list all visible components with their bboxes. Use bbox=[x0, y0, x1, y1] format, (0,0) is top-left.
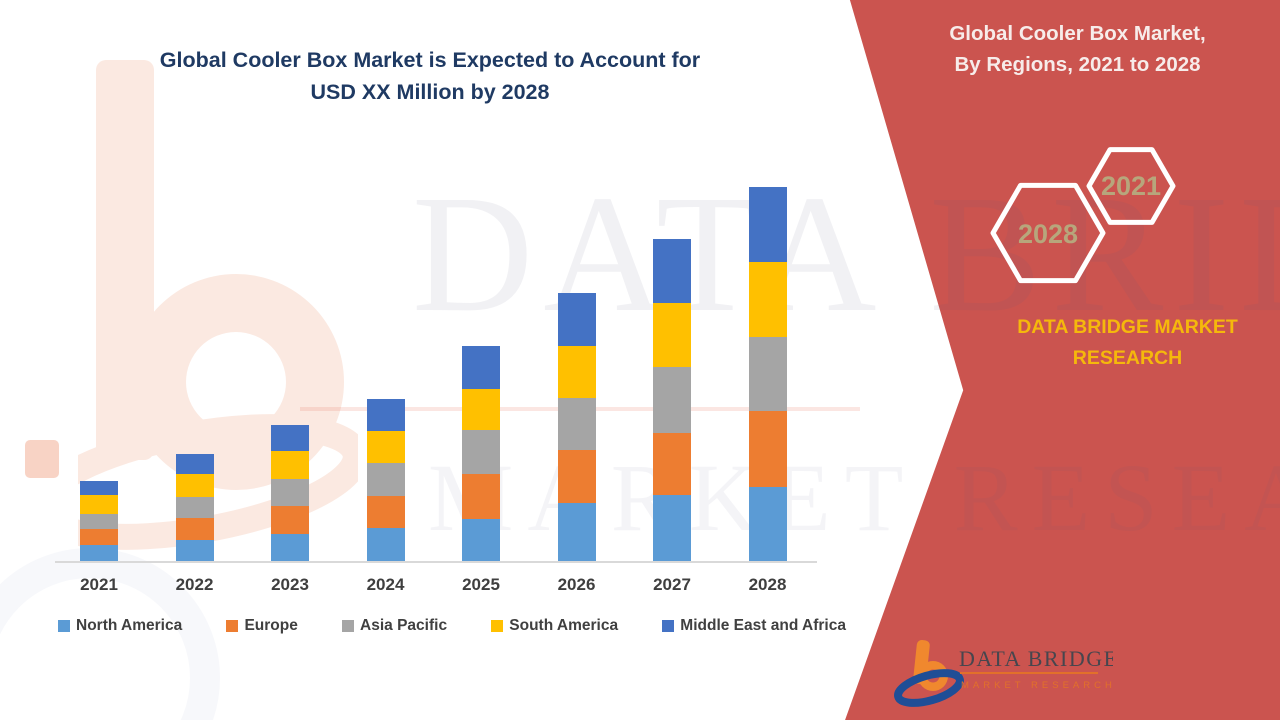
bar-2024 bbox=[366, 399, 405, 561]
bar-segment-2024-north-america bbox=[366, 528, 405, 561]
bar-segment-2026-middle-east-and-africa bbox=[557, 293, 596, 346]
bar-segment-2023-asia-pacific bbox=[271, 479, 309, 506]
x-axis-label-2026: 2026 bbox=[557, 575, 596, 594]
bar-segment-2025-north-america bbox=[462, 519, 500, 561]
bar-2022 bbox=[175, 454, 214, 561]
bar-segment-2028-north-america bbox=[748, 487, 787, 561]
hexagon-2028 bbox=[990, 182, 1106, 284]
bar-segment-2025-middle-east-and-africa bbox=[462, 346, 500, 389]
bar-segment-2022-asia-pacific bbox=[175, 497, 214, 518]
bar-2027 bbox=[653, 239, 691, 561]
panel-title-line2: By Regions, 2021 to 2028 bbox=[954, 53, 1201, 76]
bar-segment-2021-south-america bbox=[80, 495, 118, 514]
bar-segment-2027-south-america bbox=[653, 303, 691, 367]
bar-segment-2026-asia-pacific bbox=[557, 398, 596, 450]
footer-logo-subtitle: MARKET RESEARCH bbox=[961, 680, 1113, 691]
legend-swatch-middle-east-and-africa bbox=[662, 620, 675, 632]
legend-label: North America bbox=[76, 617, 183, 634]
bar-segment-2028-middle-east-and-africa bbox=[748, 187, 787, 262]
hexagon-2028-label: 2028 bbox=[1018, 219, 1078, 249]
bar-2026 bbox=[557, 293, 596, 561]
legend-swatch-asia-pacific bbox=[342, 620, 355, 632]
x-axis-label-2023: 2023 bbox=[271, 575, 309, 594]
bar-segment-2027-north-america bbox=[653, 495, 691, 561]
bar-segment-2024-europe bbox=[366, 496, 405, 528]
bar-segment-2028-europe bbox=[748, 411, 787, 487]
legend-item-north-america: North America bbox=[58, 617, 182, 635]
x-axis-label-2024: 2024 bbox=[366, 575, 405, 594]
bar-segment-2021-europe bbox=[80, 529, 118, 545]
bar-segment-2026-north-america bbox=[557, 503, 596, 561]
footer-logo-name: DATA BRIDGE bbox=[959, 646, 1113, 671]
bar-segment-2022-middle-east-and-africa bbox=[175, 454, 214, 474]
chart-title-line1: Global Cooler Box Market is Expected to … bbox=[159, 48, 701, 72]
x-axis-label-2027: 2027 bbox=[653, 575, 691, 594]
brand-name-line2: RESEARCH bbox=[1072, 347, 1183, 369]
bar-segment-2026-south-america bbox=[557, 346, 596, 398]
chart-title: Global Cooler Box Market is Expected to … bbox=[90, 44, 770, 108]
legend-item-europe: Europe bbox=[226, 617, 298, 635]
bar-segment-2024-asia-pacific bbox=[366, 463, 405, 496]
x-axis-line bbox=[55, 561, 817, 563]
panel-title-line1: Global Cooler Box Market, bbox=[949, 22, 1206, 45]
bar-segment-2027-asia-pacific bbox=[653, 367, 691, 433]
bar-segment-2023-south-america bbox=[271, 451, 309, 479]
bar-segment-2027-middle-east-and-africa bbox=[653, 239, 691, 303]
watermark-text-databridge: DATA BRIDGE bbox=[412, 161, 1280, 347]
legend-item-south-america: South America bbox=[491, 617, 618, 635]
watermark-dot bbox=[25, 440, 59, 478]
legend-swatch-north-america bbox=[58, 620, 70, 632]
footer-logo: DATA BRIDGE MARKET RESEARCH bbox=[894, 639, 1113, 707]
chart-legend: North America Europe Asia Pacific South Ame… bbox=[58, 617, 846, 635]
hexagon-2021 bbox=[1086, 147, 1176, 225]
legend-label: South America bbox=[509, 617, 619, 634]
bar-segment-2025-south-america bbox=[462, 389, 500, 430]
legend-label: Asia Pacific bbox=[360, 617, 448, 634]
legend-label: Middle East and Africa bbox=[680, 617, 846, 634]
chart-title-line2: USD XX Million by 2028 bbox=[310, 80, 550, 104]
hexagon-2021-label: 2021 bbox=[1101, 171, 1161, 201]
bar-segment-2022-north-america bbox=[175, 540, 214, 561]
bar-2023 bbox=[271, 425, 309, 561]
year-hexagons: 2021 2028 bbox=[990, 147, 1176, 284]
legend-label: Europe bbox=[244, 617, 298, 634]
legend-item-asia-pacific: Asia Pacific bbox=[342, 617, 447, 635]
bar-segment-2025-asia-pacific bbox=[462, 430, 500, 474]
footer-logo-b-icon bbox=[894, 639, 964, 707]
bar-segment-2028-asia-pacific bbox=[748, 337, 787, 411]
bar-2025 bbox=[462, 346, 500, 561]
footer-logo-underline bbox=[960, 672, 1098, 674]
brand-name-line1: DATA BRIDGE MARKET bbox=[1017, 316, 1238, 338]
bar-segment-2025-europe bbox=[462, 474, 500, 519]
x-axis-label-2021: 2021 bbox=[80, 575, 118, 594]
watermark-text-marketresearch: MARKET RESEARCH bbox=[428, 444, 1280, 551]
watermark-b-logo bbox=[78, 60, 358, 550]
bar-segment-2022-europe bbox=[175, 518, 214, 540]
bar-segment-2026-europe bbox=[557, 450, 596, 503]
x-axis-label-2022: 2022 bbox=[175, 575, 214, 594]
bar-2021 bbox=[80, 481, 118, 561]
x-axis-label-2028: 2028 bbox=[748, 575, 787, 594]
brand-name: DATA BRIDGE MARKET RESEARCH bbox=[985, 312, 1270, 374]
bar-segment-2021-north-america bbox=[80, 545, 118, 561]
legend-item-middle-east-and-africa: Middle East and Africa bbox=[662, 617, 846, 635]
x-axis-label-2025: 2025 bbox=[462, 575, 500, 594]
bar-segment-2023-middle-east-and-africa bbox=[271, 425, 309, 451]
panel-title: Global Cooler Box Market, By Regions, 20… bbox=[905, 18, 1250, 80]
bar-segment-2027-europe bbox=[653, 433, 691, 495]
bar-segment-2022-south-america bbox=[175, 474, 214, 497]
legend-swatch-europe bbox=[226, 620, 239, 632]
bar-segment-2023-north-america bbox=[271, 534, 309, 561]
bar-2028 bbox=[748, 187, 787, 561]
bar-segment-2024-south-america bbox=[366, 431, 405, 463]
bar-segment-2024-middle-east-and-africa bbox=[366, 399, 405, 431]
bar-segment-2021-middle-east-and-africa bbox=[80, 481, 118, 495]
bar-segment-2028-south-america bbox=[748, 262, 787, 337]
legend-swatch-south-america bbox=[491, 620, 504, 632]
bar-segment-2023-europe bbox=[271, 506, 309, 534]
bar-segment-2021-asia-pacific bbox=[80, 514, 118, 529]
